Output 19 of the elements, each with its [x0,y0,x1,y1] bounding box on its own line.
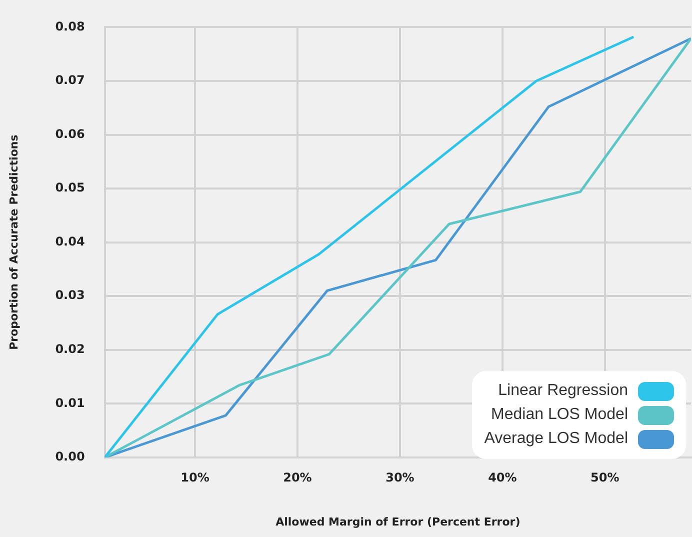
y-tick-label: 0.07 [55,73,85,88]
y-tick-label: 0.04 [55,234,85,248]
y-tick-label: 0.02 [55,342,85,356]
y-tick-label: 0.01 [55,396,85,410]
x-tick-label: 10% [180,470,210,485]
y-tick-label: 0.00 [55,450,85,464]
y-tick-label: 0.03 [55,288,85,302]
y-tick-label: 0.05 [55,180,85,195]
legend-label: Median LOS Model [491,405,628,425]
x-tick-label: 20% [283,470,312,485]
legend-label: Average LOS Model [484,429,628,449]
y-axis-title: Proportion of Accurate Predictions [7,134,20,350]
x-tick-label: 30% [386,470,414,485]
legend-label: Linear Regression [498,381,628,401]
x-tick-label: 50% [590,470,620,485]
x-axis-title: Allowed Margin of Error (Percent Error) [276,515,520,528]
y-tick-label: 0.08 [55,19,85,34]
x-tick-label: 40% [488,470,517,485]
y-tick-label: 0.06 [55,126,85,141]
